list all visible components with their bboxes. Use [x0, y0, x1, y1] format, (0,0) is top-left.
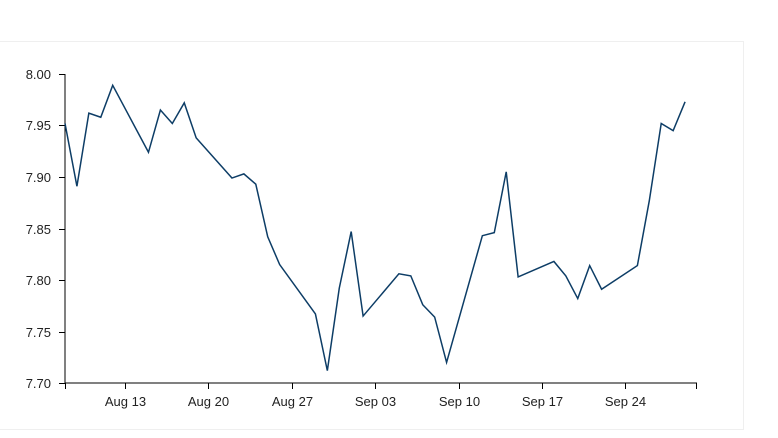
x-tick-label: Aug 20: [188, 394, 229, 409]
y-axis: 7.70 7.75 7.80 7.85 7.90 7.95 8.00: [26, 67, 66, 391]
x-tick-label: Aug 13: [105, 394, 146, 409]
y-tick-label: 7.80: [26, 273, 51, 288]
y-tick-label: 7.95: [26, 118, 51, 133]
x-tick-label: Sep 10: [439, 394, 480, 409]
plot-area: [64, 83, 686, 371]
x-tick-label: Sep 17: [522, 394, 563, 409]
y-tick-label: 7.85: [26, 222, 51, 237]
x-axis: Aug 13 Aug 20 Aug 27 Sep 03 Sep 10 Sep 17 Sep …: [65, 382, 697, 409]
y-tick-label: 7.75: [26, 325, 51, 340]
x-tick-label: Sep 24: [605, 394, 646, 409]
y-tick-label: 7.90: [26, 170, 51, 185]
y-tick-label: 8.00: [26, 67, 51, 82]
x-tick-label: Aug 27: [272, 394, 313, 409]
x-tick-label: Sep 03: [355, 394, 396, 409]
y-tick-label: 7.70: [26, 376, 51, 391]
series-line: [64, 83, 686, 371]
